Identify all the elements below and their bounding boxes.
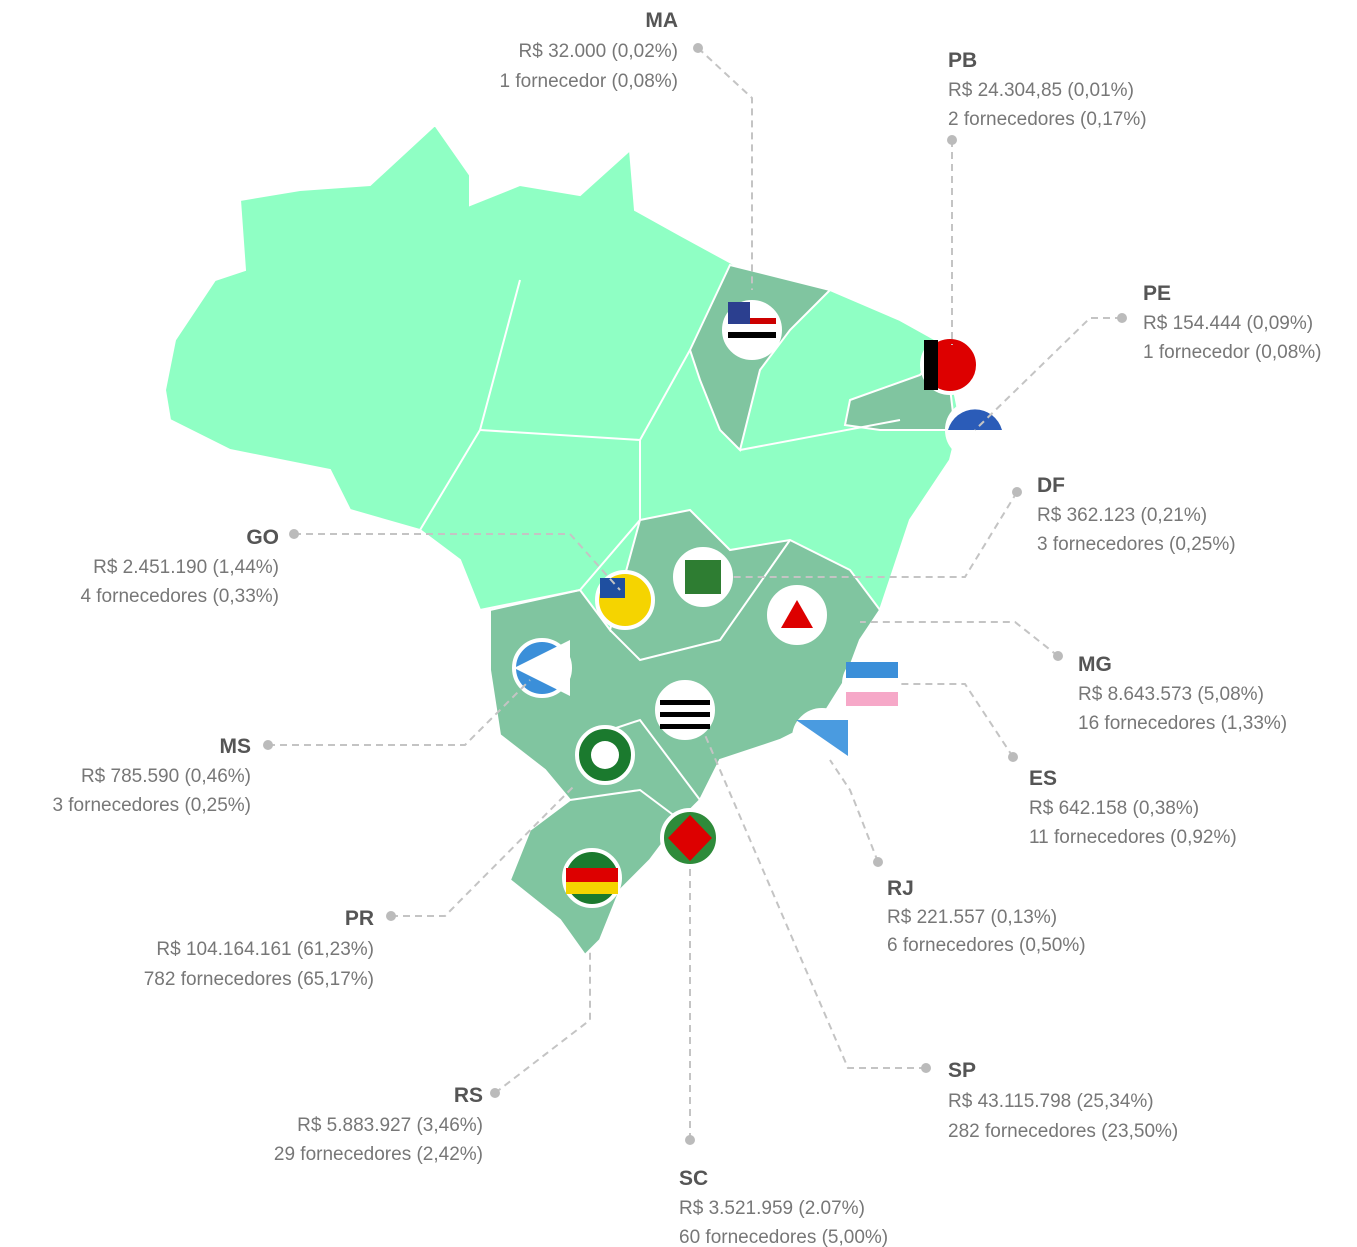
leader-dot: [685, 1135, 695, 1145]
leader-line: [294, 533, 621, 591]
state-amount: R$ 785.590 (0,46%): [81, 766, 251, 787]
state-amount: R$ 24.304,85 (0,01%): [948, 80, 1134, 101]
state-code: GO: [246, 526, 279, 549]
leader-line: [704, 734, 926, 1069]
leader-dot: [263, 740, 273, 750]
state-amount: R$ 154.444 (0,09%): [1143, 313, 1313, 334]
leader-dot: [1008, 752, 1018, 762]
state-amount: R$ 642.158 (0,38%): [1029, 798, 1199, 819]
state-suppliers: 282 fornecedores (23,50%): [948, 1121, 1178, 1142]
leader-dot: [386, 911, 396, 921]
state-suppliers: 1 fornecedor (0,08%): [500, 71, 679, 92]
leader-dot: [1053, 651, 1063, 661]
labels: MA R$ 32.000 (0,02%) 1 fornecedor (0,08%) P…: [52, 9, 1321, 1247]
state-code: ES: [1029, 767, 1057, 790]
state-suppliers: 60 fornecedores (5,00%): [679, 1227, 888, 1247]
state-suppliers: 1 fornecedor (0,08%): [1143, 342, 1322, 363]
leader-line: [900, 683, 1014, 758]
leader-dot: [921, 1063, 931, 1073]
state-code: SP: [948, 1059, 976, 1082]
state-amount: R$ 362.123 (0,21%): [1037, 505, 1207, 526]
state-suppliers: 6 fornecedores (0,50%): [887, 935, 1086, 956]
state-code: DF: [1037, 474, 1065, 497]
leader-dot: [490, 1088, 500, 1098]
leader-line: [829, 759, 879, 863]
state-suppliers: 16 fornecedores (1,33%): [1078, 713, 1287, 734]
leader-line: [494, 950, 591, 1094]
state-code: MA: [645, 9, 678, 32]
leader-dot: [947, 135, 957, 145]
leader-line: [860, 621, 1059, 657]
state-code: PE: [1143, 282, 1171, 305]
state-amount: R$ 221.557 (0,13%): [887, 907, 1057, 928]
state-suppliers: 2 fornecedores (0,17%): [948, 109, 1147, 130]
leader-line: [730, 491, 1018, 578]
state-code: PR: [345, 907, 374, 930]
state-suppliers: 782 fornecedores (65,17%): [144, 969, 374, 990]
state-code: MS: [220, 735, 252, 758]
leader-line: [697, 47, 753, 290]
state-suppliers: 3 fornecedores (0,25%): [1037, 534, 1236, 555]
state-code: RJ: [887, 877, 914, 900]
state-code: PB: [948, 49, 977, 72]
state-suppliers: 3 fornecedores (0,25%): [52, 795, 251, 816]
leader-line: [268, 679, 531, 746]
leader-dot: [1117, 313, 1127, 323]
leader-dot: [873, 857, 883, 867]
state-suppliers: 4 fornecedores (0,33%): [80, 586, 279, 607]
state-suppliers: 29 fornecedores (2,42%): [274, 1144, 483, 1165]
state-amount: R$ 5.883.927 (3,46%): [297, 1115, 483, 1136]
state-code: RS: [454, 1084, 483, 1107]
state-amount: R$ 32.000 (0,02%): [519, 41, 679, 62]
state-amount: R$ 43.115.798 (25,34%): [948, 1091, 1154, 1112]
brazil-map: [163, 123, 962, 957]
state-amount: R$ 104.164.161 (61,23%): [156, 939, 374, 960]
flags: [512, 300, 1005, 908]
state-amount: R$ 8.643.573 (5,08%): [1078, 684, 1264, 705]
state-amount: R$ 3.521.959 (2.07%): [679, 1198, 865, 1219]
leader-dot: [289, 529, 299, 539]
leader-dot: [693, 43, 703, 53]
state-amount: R$ 2.451.190 (1,44%): [93, 557, 279, 578]
state-code: MG: [1078, 653, 1112, 676]
state-suppliers: 11 fornecedores (0,92%): [1029, 827, 1237, 848]
leader-line: [391, 784, 576, 917]
state-code: SC: [679, 1167, 708, 1190]
leader-dot: [1012, 487, 1022, 497]
